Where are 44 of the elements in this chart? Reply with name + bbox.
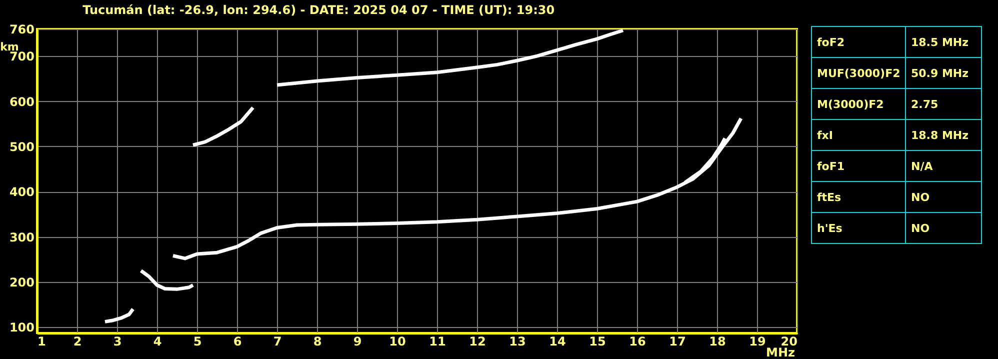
text: 18.8 MHz — [906, 120, 982, 150]
y-tick-label: 200 — [9, 275, 34, 290]
text: fxI — [812, 120, 906, 150]
y-tick-label: 700 — [9, 50, 34, 64]
y-tick-label: 400 — [9, 185, 34, 200]
x-tick-label: 15 — [589, 334, 606, 348]
x-tick-label: 20 — [780, 334, 798, 348]
x-tick-label: 19 — [749, 334, 766, 348]
x-tick-label: 2 — [73, 334, 82, 348]
text: 18.5 MHz — [906, 26, 982, 58]
x-tick-label: 3 — [113, 334, 122, 348]
y-tick-label: 760 — [9, 22, 34, 36]
x-tick-label: 8 — [313, 334, 322, 348]
x-tick-label: 1 — [38, 334, 46, 348]
x-tick-label: 12 — [469, 334, 486, 348]
y-tick-label: 300 — [9, 230, 34, 244]
y-tick-label: 100 — [9, 320, 34, 335]
x-tick-label: 11 — [429, 334, 446, 348]
x-tick-label: 16 — [629, 334, 646, 348]
chart-title: Tucumán (lat: -26.9, lon: 294.6) - DATE: 2025 04 07 - TIME (UT): 19:30 — [82, 3, 555, 17]
text: NO — [906, 182, 982, 212]
x-tick-label: 14 — [549, 334, 566, 348]
x-tick-label: 17 — [669, 334, 686, 348]
x-tick-label: 5 — [193, 334, 202, 348]
x-tick-label: 4 — [153, 334, 162, 348]
text: ftEs — [812, 182, 906, 212]
y-tick-label: 600 — [9, 94, 34, 109]
text: N/A — [906, 150, 982, 182]
text: foF2 — [812, 26, 906, 58]
text: 50.9 MHz — [906, 58, 982, 88]
x-tick-label: 13 — [509, 334, 526, 348]
text: MUF(3000)F2 — [812, 58, 906, 88]
x-axis-title: MHz — [766, 346, 795, 359]
y-tick-label: 500 — [9, 140, 34, 154]
x-tick-label: 7 — [273, 334, 282, 348]
text: NO — [906, 212, 982, 244]
x-tick-label: 10 — [389, 334, 406, 348]
x-tick-label: 9 — [353, 334, 362, 348]
text: h'Es — [812, 212, 906, 244]
text: foF1 — [812, 150, 906, 182]
text: M(3000)F2 — [812, 88, 906, 120]
x-tick-label: 18 — [709, 334, 726, 348]
x-tick-label: 6 — [233, 334, 242, 348]
text: 2.75 — [906, 88, 982, 120]
